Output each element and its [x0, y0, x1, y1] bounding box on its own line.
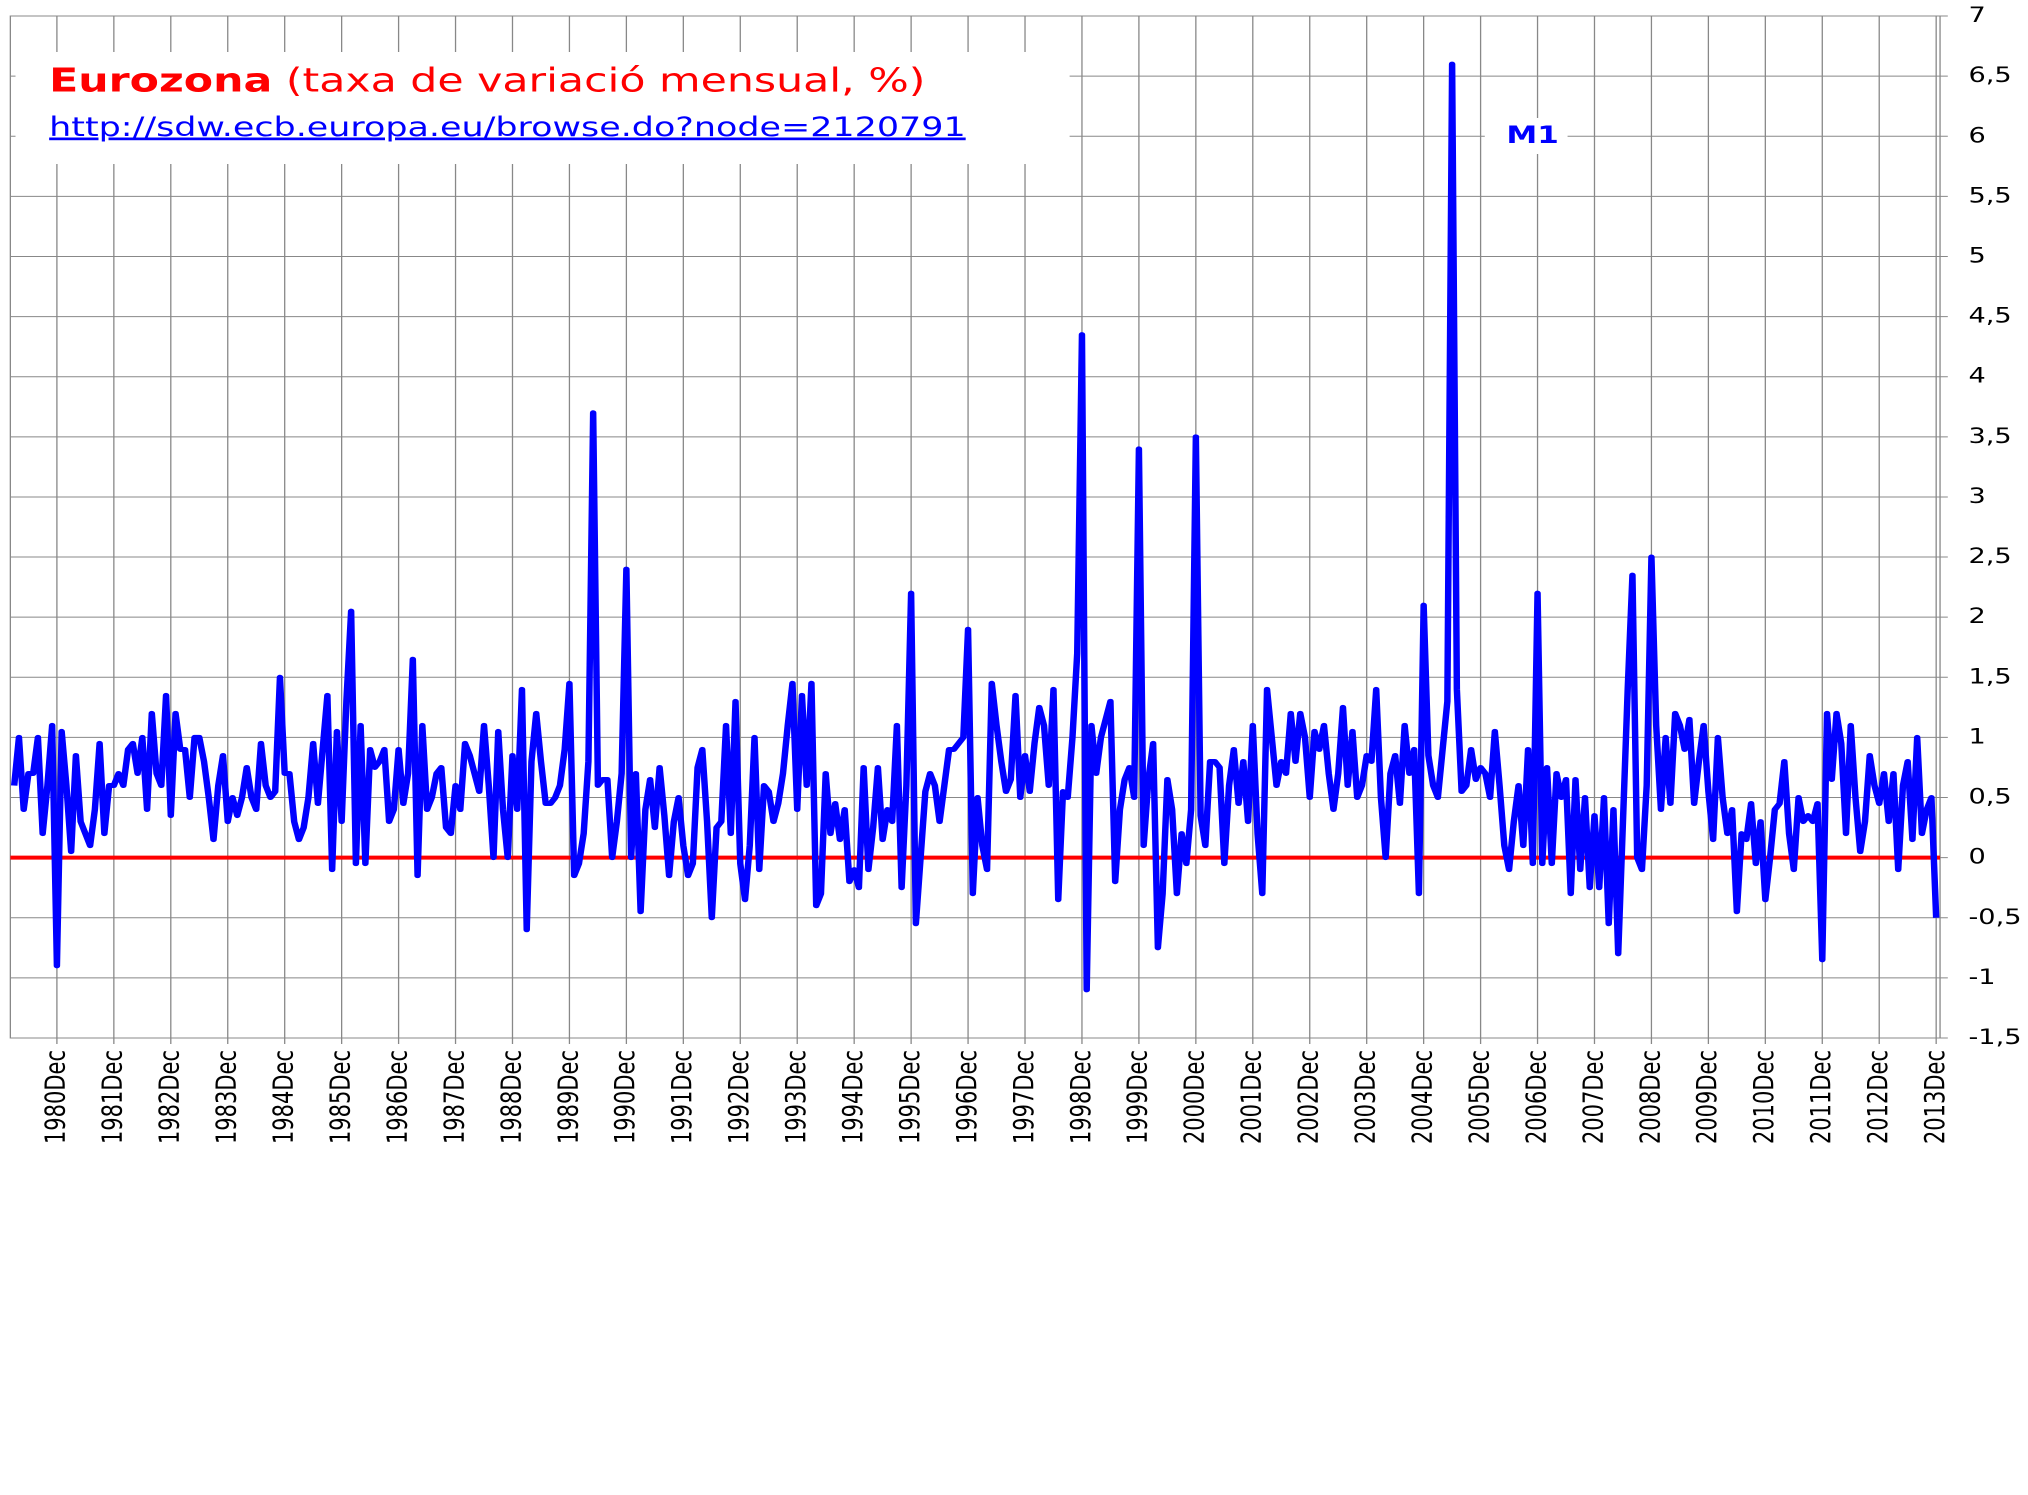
- x-tick-label: 1992Dec: [722, 1050, 754, 1144]
- x-tick-label: 1980Dec: [39, 1050, 71, 1144]
- chart-subtitle: (taxa de variació mensual, %): [286, 61, 926, 99]
- x-tick-label: 2012Dec: [1861, 1050, 1893, 1144]
- x-tick-label: 1995Dec: [893, 1050, 925, 1144]
- legend-label: M1: [1506, 120, 1558, 149]
- y-tick-label: 1: [1969, 724, 1986, 749]
- y-tick-label: 6,5: [1969, 62, 2012, 87]
- labels: -1,5 -1 -0,5 0 0,5 1 1,5 2 2,5 3 3,5 4 4,5 5 5,5 6 6,5 7 1…: [39, 2, 2021, 1144]
- y-tick-label: 7: [1969, 2, 1986, 27]
- x-tick-label: 1998Dec: [1064, 1050, 1096, 1144]
- x-tick-label: 2013Dec: [1918, 1050, 1950, 1144]
- x-tick-label: 2007Dec: [1577, 1050, 1609, 1144]
- x-tick-label: 1991Dec: [665, 1050, 697, 1144]
- x-tick-label: 1987Dec: [438, 1050, 470, 1144]
- x-tick-label: 2001Dec: [1235, 1050, 1267, 1144]
- x-tick-label: 1985Dec: [324, 1050, 356, 1144]
- x-tick-label: 1990Dec: [608, 1050, 640, 1144]
- x-tick-label: 1994Dec: [836, 1050, 868, 1144]
- x-tick-label: 1989Dec: [552, 1050, 584, 1144]
- x-tick-label: 2008Dec: [1634, 1050, 1666, 1144]
- x-tick-label: 1983Dec: [210, 1050, 242, 1144]
- y-tick-label: 6: [1969, 122, 1986, 147]
- y-tick-label: 0: [1969, 844, 1986, 869]
- x-tick-label: 2000Dec: [1178, 1050, 1210, 1144]
- y-tick-label: 3,5: [1969, 423, 2012, 448]
- x-tick-label: 2011Dec: [1804, 1050, 1836, 1144]
- x-tick-label: 1988Dec: [495, 1050, 527, 1144]
- x-tick-label: 1999Dec: [1121, 1050, 1153, 1144]
- y-tick-label: 2: [1969, 603, 1986, 628]
- y-tick-label: 5: [1969, 243, 1986, 268]
- y-tick-label: -1,5: [1969, 1024, 2022, 1049]
- y-tick-label: 0,5: [1969, 784, 2012, 809]
- chart-title-bold: Eurozona: [49, 61, 272, 99]
- x-tick-label: 2005Dec: [1463, 1050, 1495, 1144]
- y-tick-label: -0,5: [1969, 904, 2022, 929]
- x-tick-label: 1996Dec: [950, 1050, 982, 1144]
- series-line: [10, 61, 1940, 993]
- y-tick-label: 1,5: [1969, 663, 2012, 688]
- title-box: [15, 52, 1070, 164]
- grid: [9, 15, 1948, 1044]
- x-tick-label: 2010Dec: [1747, 1050, 1779, 1144]
- legend-box: [1484, 118, 1568, 154]
- x-tick-label: 1981Dec: [96, 1050, 128, 1144]
- x-tick-label: 1993Dec: [779, 1050, 811, 1144]
- source-link: http://sdw.ecb.europa.eu/browse.do?node=…: [49, 112, 966, 143]
- x-tick-label: 1986Dec: [381, 1050, 413, 1144]
- x-tick-label: 1984Dec: [267, 1050, 299, 1144]
- marks: [10, 61, 1941, 993]
- x-tick-label: 1997Dec: [1007, 1050, 1039, 1144]
- y-tick-label: 4: [1969, 363, 1986, 388]
- x-tick-label: 2006Dec: [1520, 1050, 1552, 1144]
- y-tick-label: 4,5: [1969, 303, 2012, 328]
- x-tick-label: 1982Dec: [153, 1050, 185, 1144]
- y-tick-label: 5,5: [1969, 183, 2012, 208]
- y-tick-label: -1: [1969, 964, 1996, 989]
- y-tick-label: 3: [1969, 483, 1986, 508]
- y-tick-label: 2,5: [1969, 543, 2012, 568]
- x-tick-label: 2002Dec: [1292, 1050, 1324, 1144]
- chart-title: Eurozona (taxa de variació mensual, %): [49, 61, 925, 99]
- x-tick-label: 2004Dec: [1406, 1050, 1438, 1144]
- x-tick-label: 2009Dec: [1690, 1050, 1722, 1144]
- x-tick-label: 2003Dec: [1349, 1050, 1381, 1144]
